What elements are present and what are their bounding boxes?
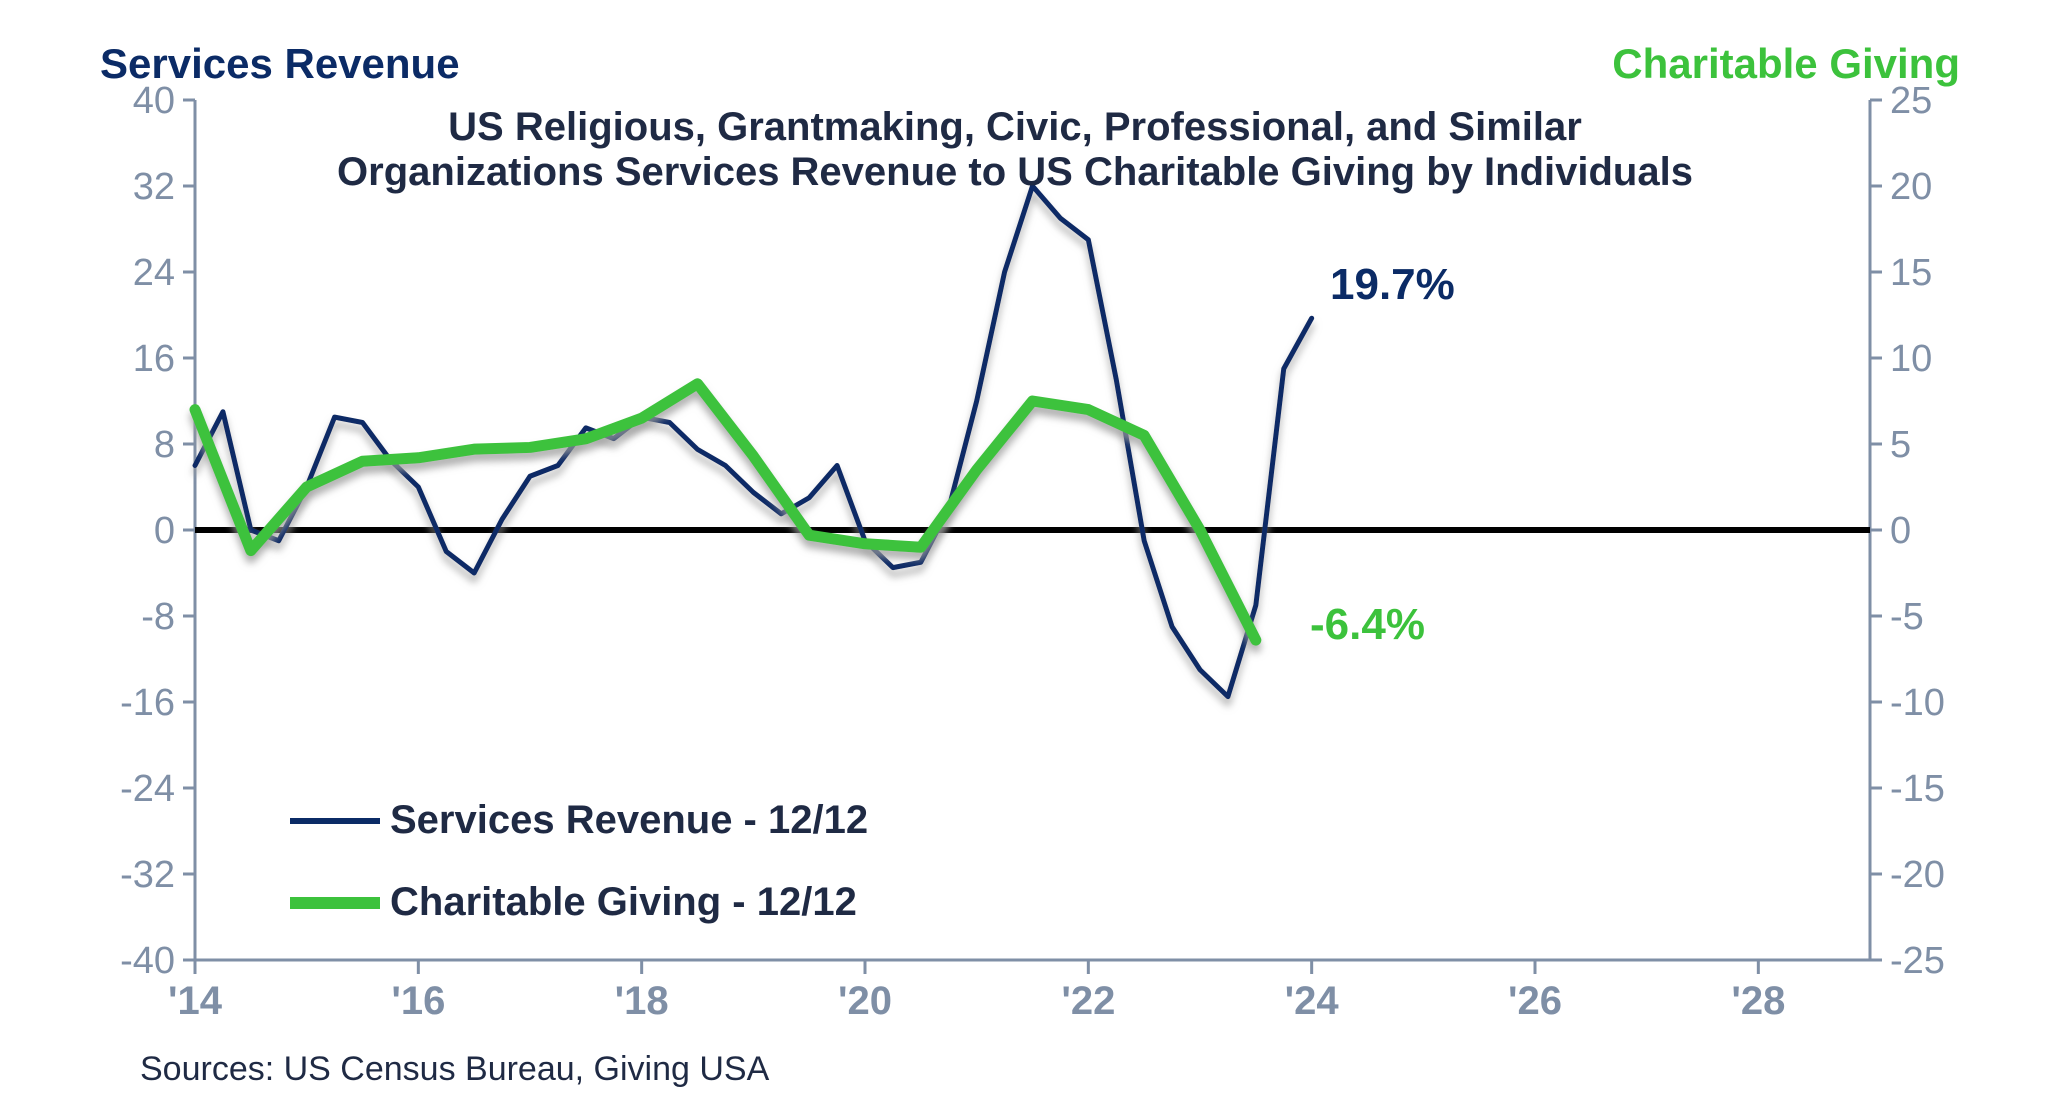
svg-text:-10: -10 — [1890, 682, 1945, 724]
svg-text:5: 5 — [1890, 424, 1911, 466]
svg-text:'22: '22 — [1061, 979, 1115, 1023]
svg-text:15: 15 — [1890, 252, 1932, 294]
left-axis-title: Services Revenue — [100, 40, 460, 88]
svg-text:-24: -24 — [120, 768, 175, 810]
svg-text:24: 24 — [133, 252, 175, 294]
svg-text:-5: -5 — [1890, 596, 1924, 638]
annotation-charitable-giving: -6.4% — [1310, 600, 1425, 650]
svg-text:0: 0 — [1890, 510, 1911, 552]
legend-label-services-revenue: Services Revenue - 12/12 — [390, 798, 868, 843]
svg-text:-40: -40 — [120, 940, 175, 982]
svg-text:8: 8 — [154, 424, 175, 466]
svg-text:0: 0 — [154, 510, 175, 552]
svg-text:32: 32 — [133, 166, 175, 208]
svg-text:'16: '16 — [391, 979, 445, 1023]
svg-text:'20: '20 — [838, 979, 892, 1023]
chart-title: US Religious, Grantmaking, Civic, Profes… — [195, 105, 1835, 195]
svg-text:-15: -15 — [1890, 768, 1945, 810]
annotation-services-revenue: 19.7% — [1330, 260, 1455, 310]
chart-container: Services Revenue Charitable Giving US Re… — [0, 0, 2050, 1110]
sources-text: Sources: US Census Bureau, Giving USA — [140, 1050, 769, 1089]
svg-text:20: 20 — [1890, 166, 1932, 208]
svg-text:-32: -32 — [120, 854, 175, 896]
legend-item-charitable-giving: Charitable Giving - 12/12 — [290, 880, 857, 925]
svg-text:'24: '24 — [1285, 979, 1340, 1023]
svg-text:-25: -25 — [1890, 940, 1945, 982]
svg-text:-8: -8 — [141, 596, 175, 638]
legend-swatch-services-revenue — [290, 818, 380, 824]
svg-text:'28: '28 — [1731, 979, 1785, 1023]
svg-text:10: 10 — [1890, 338, 1932, 380]
svg-text:16: 16 — [133, 338, 175, 380]
legend-label-charitable-giving: Charitable Giving - 12/12 — [390, 880, 857, 925]
legend-item-services-revenue: Services Revenue - 12/12 — [290, 798, 868, 843]
svg-text:'18: '18 — [615, 979, 669, 1023]
right-axis-title: Charitable Giving — [1612, 40, 1960, 88]
svg-text:-16: -16 — [120, 682, 175, 724]
svg-text:-20: -20 — [1890, 854, 1945, 896]
legend-swatch-charitable-giving — [290, 897, 380, 909]
svg-text:'14: '14 — [168, 979, 223, 1023]
svg-text:'26: '26 — [1508, 979, 1562, 1023]
